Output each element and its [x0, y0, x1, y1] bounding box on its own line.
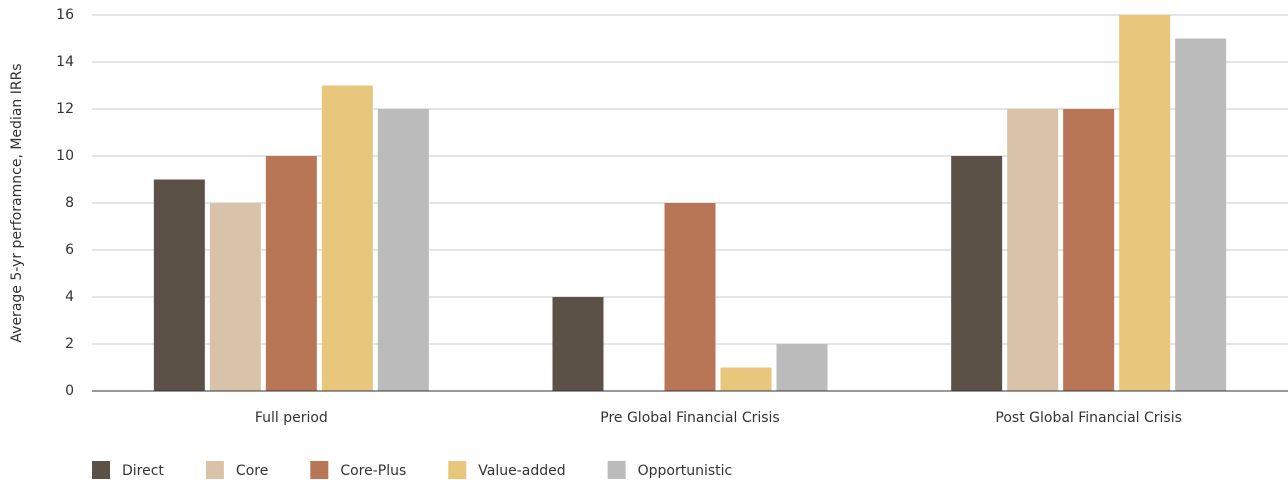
y-tick-label: 16 [56, 7, 74, 23]
bar [377, 109, 429, 391]
bar [265, 156, 317, 391]
y-tick-label: 0 [65, 383, 74, 399]
bar [1119, 15, 1171, 391]
bar [776, 344, 828, 391]
legend-swatch [92, 461, 110, 479]
bar [720, 367, 772, 391]
legend-label: Core [236, 463, 268, 479]
bar [321, 85, 373, 391]
bar [552, 297, 604, 391]
legend-label: Direct [122, 463, 164, 479]
legend-label: Opportunistic [638, 463, 733, 479]
bar [153, 179, 205, 391]
x-tick-label: Post Global Financial Crisis [995, 410, 1182, 426]
legend-swatch [310, 461, 329, 479]
x-tick-label: Full period [255, 410, 328, 426]
bar [951, 156, 1003, 391]
y-tick-label: 12 [56, 101, 74, 117]
legend-label: Core-Plus [340, 463, 406, 479]
y-tick-label: 10 [56, 148, 74, 164]
bar [1063, 109, 1115, 391]
x-tick-label: Pre Global Financial Crisis [600, 410, 779, 426]
legend-swatch [448, 461, 467, 479]
y-tick-label: 2 [65, 336, 74, 352]
y-tick-label: 14 [56, 54, 74, 70]
bar [209, 203, 261, 391]
legend-swatch [205, 461, 224, 479]
legend-swatch [607, 461, 626, 479]
y-tick-label: 4 [65, 289, 74, 305]
bar [1007, 109, 1059, 391]
y-tick-label: 6 [65, 242, 74, 258]
legend-label: Value-added [478, 463, 565, 479]
y-tick-label: 8 [65, 195, 74, 211]
y-axis-title: Average 5-yr perforamnce, Median IRRs [9, 63, 25, 342]
bar [664, 203, 716, 391]
bar [1175, 38, 1227, 391]
